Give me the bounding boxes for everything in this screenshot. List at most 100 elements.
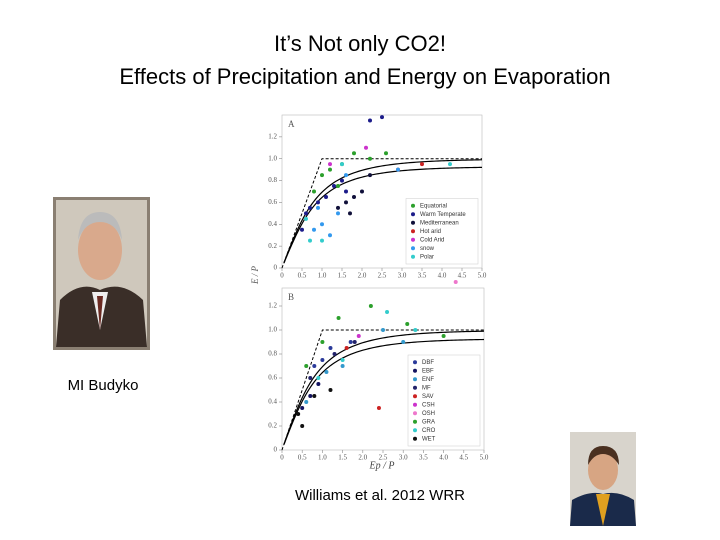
- data-point: [312, 189, 316, 194]
- data-point: [304, 211, 308, 216]
- data-point: [401, 340, 406, 344]
- data-point: [316, 376, 321, 380]
- data-point: [324, 194, 328, 199]
- data-point: [328, 167, 332, 172]
- legend-marker: [413, 394, 417, 399]
- legend-marker: [413, 419, 417, 424]
- data-point: [352, 194, 356, 199]
- y-tick-label: 0.4: [268, 220, 277, 228]
- data-point: [308, 394, 313, 398]
- data-point: [356, 334, 361, 338]
- panel-label: A: [288, 119, 295, 129]
- x-tick-label: 5.0: [480, 454, 489, 462]
- legend-label: MF: [422, 385, 431, 391]
- data-point: [304, 216, 308, 221]
- panel-label: B: [288, 292, 294, 302]
- x-tick-label: 2.5: [378, 272, 387, 280]
- data-point: [300, 406, 305, 410]
- budyko-photo: [53, 197, 150, 350]
- x-tick-label: 2.0: [358, 454, 367, 462]
- x-tick-label: 4.5: [459, 454, 468, 462]
- data-point: [312, 394, 317, 398]
- data-point: [320, 238, 324, 243]
- legend-label: ENF: [422, 377, 434, 383]
- y-tick-label: 1.2: [268, 302, 277, 310]
- legend-label: WET: [422, 436, 436, 442]
- data-point: [304, 364, 309, 368]
- data-point: [312, 364, 317, 368]
- data-point: [368, 173, 372, 178]
- legend-label: Polar: [420, 254, 434, 260]
- data-point: [316, 200, 320, 205]
- data-point: [360, 189, 364, 194]
- legend-marker: [413, 377, 417, 382]
- budyko-curve: [283, 330, 485, 445]
- legend-box: [407, 354, 481, 447]
- x-tick-label: 1.5: [338, 272, 347, 280]
- slide-title: It’s Not only CO2!: [274, 31, 446, 56]
- slide-title: Effects of Precipitation and Energy on E…: [119, 64, 610, 89]
- data-point: [344, 200, 348, 205]
- y-tick-label: 0.6: [268, 198, 277, 206]
- legend-marker: [411, 203, 415, 208]
- data-point: [308, 376, 313, 380]
- data-point: [336, 205, 340, 210]
- legend-box: [405, 198, 479, 265]
- legend-label: EBF: [422, 368, 434, 374]
- data-point: [336, 211, 340, 216]
- legend-label: CSH: [422, 402, 435, 408]
- legend-label: OSH: [422, 411, 435, 417]
- y-axis-label: E / P: [250, 266, 260, 285]
- data-point: [340, 364, 345, 368]
- data-point: [368, 304, 373, 308]
- data-point: [316, 205, 320, 210]
- limit-line: [281, 329, 484, 451]
- data-point: [344, 346, 349, 350]
- data-point: [352, 340, 357, 344]
- legend-label: snow: [420, 246, 435, 252]
- data-point: [316, 382, 321, 386]
- x-tick-label: 3.0: [399, 454, 408, 462]
- legend-label: GRA: [422, 419, 435, 425]
- legend-label: Mediterranean: [420, 220, 459, 226]
- data-point: [328, 388, 333, 392]
- data-point: [368, 118, 372, 123]
- data-point: [405, 322, 410, 326]
- legend-marker: [411, 212, 415, 217]
- data-point: [368, 156, 372, 161]
- data-point: [320, 358, 325, 362]
- y-tick-label: 0: [274, 446, 278, 454]
- legend-marker: [411, 229, 415, 234]
- x-tick-label: 5.0: [478, 272, 487, 280]
- legend-marker: [413, 402, 417, 407]
- legend: Equatorial Warm Temperate Mediterranean Hot…: [405, 198, 479, 265]
- data-point: [364, 145, 368, 150]
- data-point: [312, 227, 316, 232]
- legend-marker: [413, 385, 417, 390]
- y-tick-label: 0.8: [268, 350, 277, 358]
- data-point: [296, 412, 301, 416]
- y-tick-label: 0.2: [268, 242, 277, 250]
- y-tick-label: 1.2: [268, 132, 277, 140]
- data-point: [384, 151, 388, 156]
- x-tick-label: 4.5: [458, 272, 467, 280]
- data-point: [381, 328, 385, 332]
- data-point: [380, 115, 384, 120]
- legend-marker: [413, 428, 417, 433]
- legend-marker: [413, 360, 417, 365]
- data-point: [304, 400, 309, 404]
- y-tick-label: 0.6: [268, 374, 277, 382]
- legend-label: DBF: [422, 360, 434, 366]
- x-tick-label: 1.0: [318, 454, 327, 462]
- data-point: [328, 162, 332, 167]
- legend-marker: [413, 436, 417, 441]
- data-point: [340, 162, 344, 167]
- x-tick-label: 2.5: [379, 454, 388, 462]
- budyko-curve: [283, 159, 483, 263]
- legend-marker: [411, 237, 415, 242]
- data-point: [385, 310, 390, 314]
- limit-line: [281, 158, 482, 269]
- data-point: [396, 167, 400, 172]
- legend-marker: [413, 411, 417, 416]
- x-tick-label: 3.5: [419, 454, 428, 462]
